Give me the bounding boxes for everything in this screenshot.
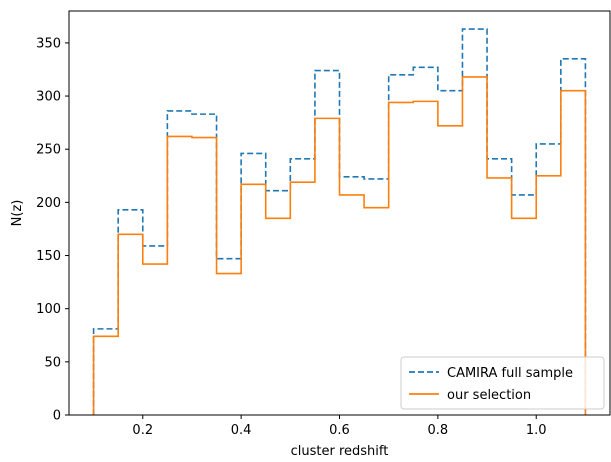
- series-1-bin-0: [94, 336, 119, 415]
- x-tick-label: 1.0: [526, 423, 547, 438]
- y-axis: 0 50 100 150 200 250 300 350: [36, 36, 69, 424]
- series-1-outline: [92, 76, 587, 415]
- x-tick-label: 0.4: [231, 423, 252, 438]
- y-tick-label: 200: [36, 196, 61, 211]
- legend-box: [400, 356, 605, 410]
- x-tick-label: 0.8: [428, 423, 449, 438]
- series-1-bin-3: [167, 136, 192, 415]
- y-tick-label: 250: [36, 143, 61, 158]
- series-1-bin-2: [143, 264, 168, 415]
- series-1-bin-6: [241, 184, 266, 415]
- x-tick-label: 0.6: [329, 423, 350, 438]
- x-axis-label: cluster redshift: [291, 444, 389, 459]
- y-tick-label: 150: [36, 249, 61, 264]
- legend: CAMIRA full sample our selection: [400, 356, 605, 410]
- series-1-bin-1: [118, 234, 143, 415]
- series-1-bin-4: [192, 138, 217, 415]
- legend-label-selection: our selection: [447, 388, 531, 403]
- y-tick-label: 300: [36, 90, 61, 105]
- y-tick-label: 0: [53, 409, 61, 424]
- series-1-bin-11: [364, 208, 389, 415]
- y-tick-label: 100: [36, 302, 61, 317]
- series-1-bin-8: [290, 182, 315, 415]
- series-1-bin-9: [315, 118, 340, 415]
- series-1-bin-7: [266, 218, 291, 415]
- legend-label-camira: CAMIRA full sample: [447, 366, 573, 381]
- x-tick-label: 0.2: [132, 423, 153, 438]
- series-layer: [92, 28, 587, 415]
- series-1-bin-5: [217, 274, 242, 415]
- y-tick-label: 350: [36, 36, 61, 51]
- x-axis: 0.2 0.4 0.6 0.8 1.0: [132, 415, 547, 438]
- y-tick-label: 50: [44, 355, 61, 370]
- series-1-bin-10: [340, 195, 365, 415]
- y-axis-label: N(z): [10, 200, 25, 227]
